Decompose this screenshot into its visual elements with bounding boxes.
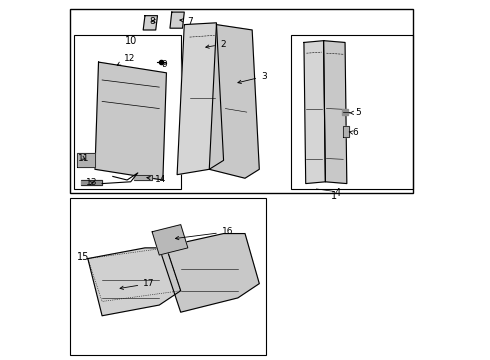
Polygon shape bbox=[134, 175, 152, 180]
Text: 16: 16 bbox=[175, 227, 233, 240]
Text: 10: 10 bbox=[124, 36, 137, 46]
Text: 4: 4 bbox=[334, 188, 341, 198]
Text: 12: 12 bbox=[117, 54, 135, 65]
Polygon shape bbox=[77, 153, 95, 167]
Polygon shape bbox=[88, 248, 181, 316]
Text: 7: 7 bbox=[180, 17, 193, 26]
Text: 5: 5 bbox=[349, 108, 361, 117]
Polygon shape bbox=[343, 126, 348, 137]
Polygon shape bbox=[170, 12, 184, 28]
Text: 3: 3 bbox=[238, 72, 267, 84]
Text: 2: 2 bbox=[206, 40, 225, 49]
Text: 9: 9 bbox=[162, 60, 168, 69]
Polygon shape bbox=[209, 24, 259, 178]
Polygon shape bbox=[81, 180, 102, 185]
Text: 6: 6 bbox=[349, 129, 358, 138]
Text: 14: 14 bbox=[147, 175, 167, 184]
Polygon shape bbox=[159, 234, 259, 312]
Text: 17: 17 bbox=[120, 279, 155, 289]
Text: 15: 15 bbox=[77, 252, 90, 262]
Text: 13: 13 bbox=[86, 178, 98, 187]
Polygon shape bbox=[143, 16, 157, 30]
Text: 8: 8 bbox=[149, 17, 155, 26]
Polygon shape bbox=[152, 225, 188, 255]
Text: 1: 1 bbox=[331, 191, 337, 201]
Polygon shape bbox=[323, 41, 347, 184]
Polygon shape bbox=[177, 23, 223, 175]
Polygon shape bbox=[95, 62, 167, 180]
Polygon shape bbox=[304, 41, 325, 184]
Text: 11: 11 bbox=[78, 154, 90, 163]
